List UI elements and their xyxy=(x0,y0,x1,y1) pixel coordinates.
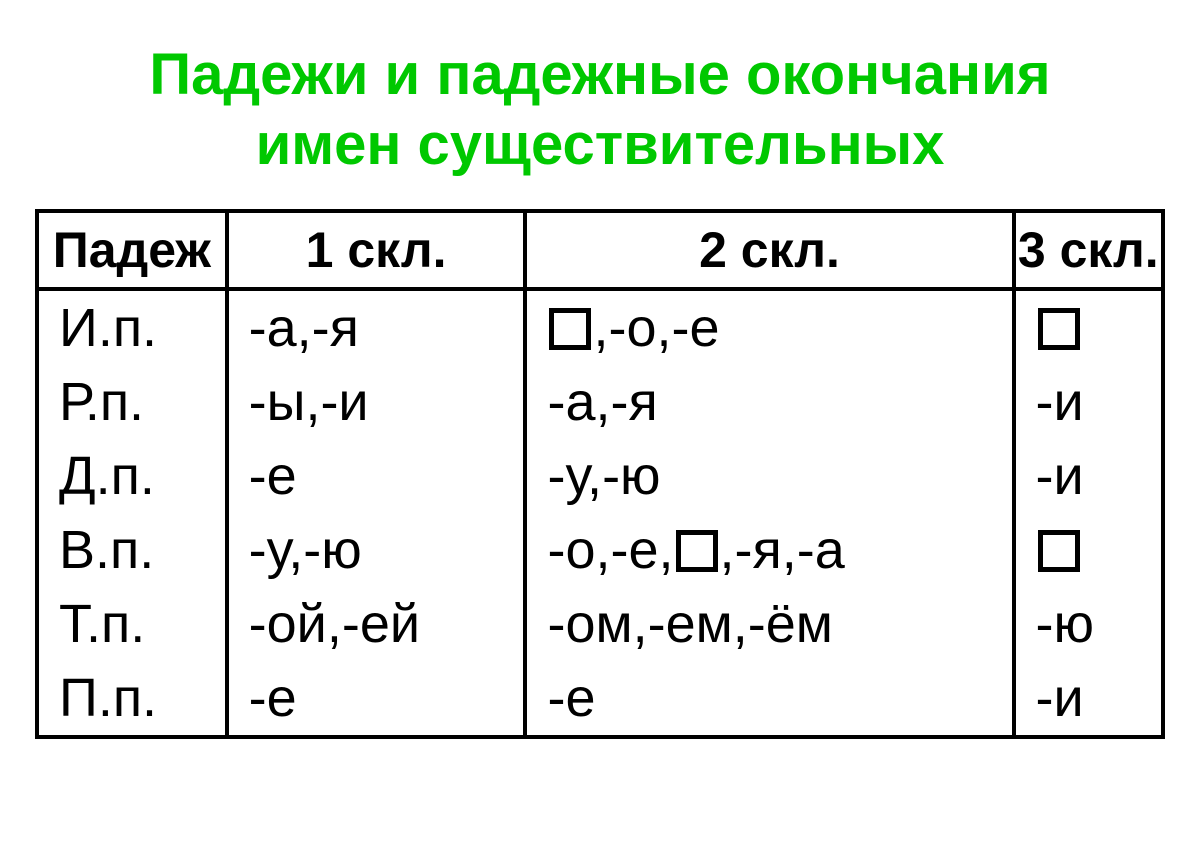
table-row: И.п. -а,-я ,-о,-е xyxy=(37,289,1163,365)
cell-content: -о,-е,,-я,-а xyxy=(547,520,844,580)
case-label: В.п. xyxy=(37,513,227,587)
cell-content: ,-о,-е xyxy=(547,298,719,358)
decl-1-cell: -а,-я xyxy=(227,289,526,365)
decl-2-cell: ,-о,-е xyxy=(525,289,1013,365)
cell-content: -и xyxy=(1036,668,1084,728)
decl-3-cell xyxy=(1014,289,1163,365)
decl-1-cell: -ой,-ей xyxy=(227,587,526,661)
cell-content: -у,-ю xyxy=(249,520,362,580)
table-row: В.п. -у,-ю -о,-е,,-я,-а xyxy=(37,513,1163,587)
header-decl-1: 1 скл. xyxy=(227,211,526,289)
cell-content: -е xyxy=(249,668,297,728)
case-label: Т.п. xyxy=(37,587,227,661)
table-row: П.п. -е -е -и xyxy=(37,661,1163,737)
cell-content: -у,-ю xyxy=(547,446,660,506)
table-row: Д.п. -е -у,-ю -и xyxy=(37,439,1163,513)
decl-2-cell: -а,-я xyxy=(525,365,1013,439)
decl-1-cell: -е xyxy=(227,439,526,513)
cell-content: -е xyxy=(547,668,595,728)
case-label: Р.п. xyxy=(37,365,227,439)
cell-content: -ю xyxy=(1036,594,1094,654)
cell-content: -а,-я xyxy=(547,372,657,432)
header-case: Падеж xyxy=(37,211,227,289)
decl-3-cell: -ю xyxy=(1014,587,1163,661)
case-label: П.п. xyxy=(37,661,227,737)
decl-1-cell: -е xyxy=(227,661,526,737)
decl-3-cell: -и xyxy=(1014,439,1163,513)
case-label: И.п. xyxy=(37,289,227,365)
cell-content: -ом,-ем,-ём xyxy=(547,594,832,654)
cell-content: -ой,-ей xyxy=(249,594,420,654)
cell-content xyxy=(1036,298,1082,358)
header-decl-3: 3 скл. xyxy=(1014,211,1163,289)
title-line-1: Падежи и падежные окончания xyxy=(149,42,1050,107)
table-row: Р.п. -ы,-и -а,-я -и xyxy=(37,365,1163,439)
title-line-2: имен существительных xyxy=(256,112,945,177)
header-decl-2: 2 скл. xyxy=(525,211,1013,289)
decl-2-cell: -о,-е,,-я,-а xyxy=(525,513,1013,587)
decl-2-cell: -у,-ю xyxy=(525,439,1013,513)
null-ending-icon xyxy=(1038,308,1080,350)
cell-content: -а,-я xyxy=(249,298,359,358)
cell-content: -и xyxy=(1036,372,1084,432)
null-ending-icon xyxy=(549,308,591,350)
null-ending-icon xyxy=(676,530,718,572)
decl-1-cell: -ы,-и xyxy=(227,365,526,439)
decl-2-cell: -ом,-ем,-ём xyxy=(525,587,1013,661)
cell-content: -и xyxy=(1036,446,1084,506)
null-ending-icon xyxy=(1038,530,1080,572)
table-row: Т.п. -ой,-ей -ом,-ем,-ём -ю xyxy=(37,587,1163,661)
decl-3-cell: -и xyxy=(1014,661,1163,737)
decl-3-cell xyxy=(1014,513,1163,587)
declension-table: Падеж 1 скл. 2 скл. 3 скл. И.п. -а,-я ,-о,… xyxy=(35,209,1165,739)
decl-2-cell: -е xyxy=(525,661,1013,737)
case-label: Д.п. xyxy=(37,439,227,513)
cell-content: -ы,-и xyxy=(249,372,369,432)
decl-1-cell: -у,-ю xyxy=(227,513,526,587)
cell-content: -е xyxy=(249,446,297,506)
page-title: Падежи и падежные окончания имен существ… xyxy=(35,40,1165,179)
decl-3-cell: -и xyxy=(1014,365,1163,439)
cell-content xyxy=(1036,520,1082,580)
table-body: И.п.-а,-я,-о,-еР.п.-ы,-и -а,-я -иД.п.-е … xyxy=(37,289,1163,737)
header-row: Падеж 1 скл. 2 скл. 3 скл. xyxy=(37,211,1163,289)
